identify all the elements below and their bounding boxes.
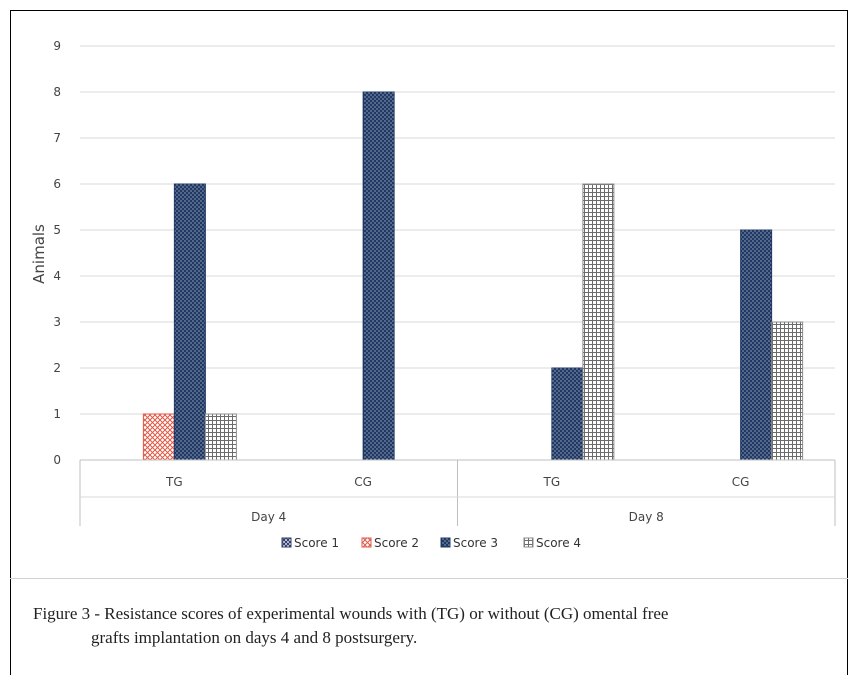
legend-swatch-3 (440, 537, 451, 548)
y-tick-label: 8 (53, 85, 61, 99)
y-tick-label: 9 (53, 39, 61, 53)
y-tick-label: 3 (53, 315, 61, 329)
x-group-label: Day 8 (629, 510, 664, 524)
bar-score-4-0 (204, 413, 237, 461)
bar-score-3-3 (740, 229, 773, 461)
legend-swatch-2 (361, 537, 372, 548)
bar-score-3-2 (551, 367, 584, 461)
x-tick-label: TG (543, 475, 561, 489)
x-group-label: Day 4 (251, 510, 286, 524)
figure-frame (10, 10, 848, 675)
legend-label-4: Score 4 (536, 536, 581, 550)
y-tick-label: 5 (53, 223, 61, 237)
y-tick-label: 0 (53, 453, 61, 467)
y-tick-label: 1 (53, 407, 61, 421)
figure-caption: Figure 3 - Resistance scores of experime… (33, 602, 833, 650)
legend-label-1: Score 1 (294, 536, 339, 550)
y-tick-label: 7 (53, 131, 61, 145)
bar-chart: 0 1 2 3 4 5 6 7 8 9 TG CG TG CG Day 4 Day 8 Score 1 Scor… (30, 39, 836, 550)
y-tick-label: 6 (53, 177, 61, 191)
x-tick-label: TG (165, 475, 183, 489)
bar-score-3-0 (173, 183, 206, 461)
legend-swatch-1 (281, 537, 292, 548)
caption-line-2: grafts implantation on days 4 and 8 post… (91, 628, 418, 647)
bar-score-3-1 (362, 91, 395, 461)
legend-label-2: Score 2 (374, 536, 419, 550)
legend-swatch-4 (523, 537, 534, 548)
y-axis-label: Animals (30, 224, 48, 284)
caption-separator (10, 578, 848, 579)
y-tick-label: 2 (53, 361, 61, 375)
x-tick-label: CG (732, 475, 750, 489)
bar-score-2-0 (142, 413, 175, 461)
bar-score-4-2 (582, 183, 615, 461)
caption-line-1: Figure 3 - Resistance scores of experime… (33, 604, 669, 623)
y-tick-label: 4 (53, 269, 61, 283)
legend-label-3: Score 3 (453, 536, 498, 550)
x-tick-label: CG (354, 475, 372, 489)
bar-score-4-3 (771, 321, 804, 461)
